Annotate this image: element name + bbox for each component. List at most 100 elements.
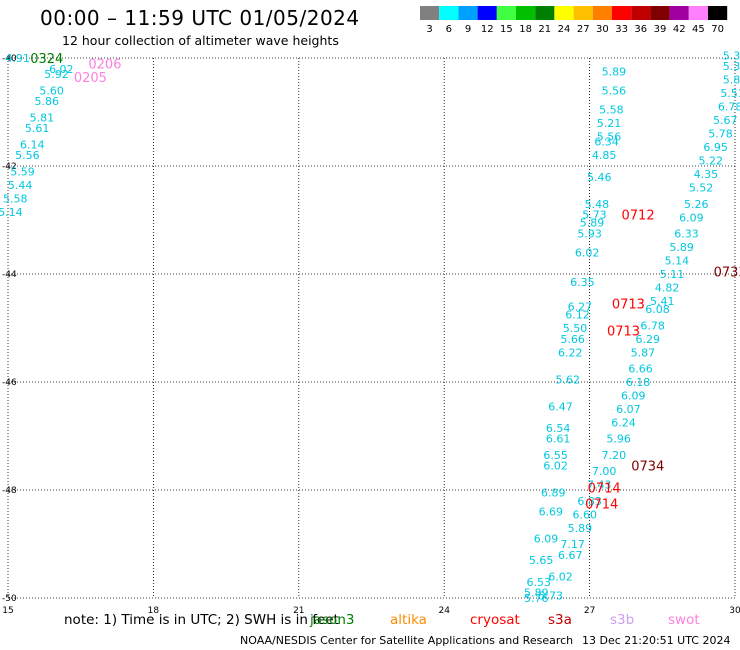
wave-height-label: 6.35 — [570, 276, 595, 289]
pass-time-label: 0712 — [622, 209, 655, 224]
color-swatch-4 — [496, 6, 516, 20]
y-tick-label: -42 — [2, 162, 17, 172]
wave-height-label: 5.50 — [563, 322, 588, 335]
wave-height-label: 6.29 — [636, 333, 661, 346]
wave-height-label: 6.60 — [573, 508, 598, 521]
color-scale-label: 24 — [558, 24, 571, 35]
color-swatch-14 — [688, 6, 708, 20]
wave-height-label: 6.47 — [548, 400, 573, 413]
pass-time-label: 0206 — [88, 57, 121, 72]
wave-height-label: 6.66 — [628, 363, 653, 376]
wave-height-label: 6.69 — [539, 506, 564, 519]
legend-s3a: s3a — [548, 612, 572, 628]
pass-time-label: 0714 — [585, 498, 618, 513]
y-tick-label: -40 — [2, 54, 17, 64]
color-scale-label: 39 — [654, 24, 667, 35]
wave-height-label: 5.73 — [582, 209, 607, 222]
wave-height-label: 6.61 — [546, 433, 571, 446]
wave-height-label: 5.41 — [650, 295, 675, 308]
x-tick-label: 21 — [293, 606, 304, 616]
wave-height-label: 5.58 — [599, 103, 624, 116]
wave-height-label: 5.58 — [3, 192, 28, 205]
generation-timestamp: 13 Dec 21:20:51 UTC 2024 — [582, 634, 731, 647]
wave-height-label: 5.86 — [35, 95, 60, 108]
wave-height-label: 6.83 — [577, 495, 602, 508]
color-scale-label: 9 — [465, 24, 471, 35]
wave-height-label: 6.02 — [49, 63, 74, 76]
color-swatch-0 — [420, 6, 440, 20]
color-scale-label: 70 — [711, 24, 724, 35]
color-swatch-9 — [592, 6, 612, 20]
color-swatch-5 — [516, 6, 536, 20]
wave-height-label: 6.12 — [565, 309, 590, 322]
wave-height-label: 5.61 — [25, 122, 50, 135]
pass-time-label: 0713 — [607, 325, 640, 340]
pass-time-label: 0734 — [631, 460, 664, 475]
wave-height-label: 5.56 — [597, 130, 622, 143]
wave-height-label: 5.65 — [529, 554, 554, 567]
wave-height-label: 6.89 — [541, 487, 566, 500]
pass-time-label: 0713 — [612, 298, 645, 313]
x-tick-label: 15 — [2, 606, 13, 616]
color-scale-label: 6 — [446, 24, 452, 35]
wave-height-label: 5.67 — [713, 114, 738, 127]
wave-height-label: 6.02 — [543, 460, 568, 473]
wave-height-label: 6.55 — [543, 449, 568, 462]
wave-height-label: 6.34 — [594, 136, 619, 149]
color-scale-label: 21 — [538, 24, 551, 35]
color-swatch-2 — [458, 6, 478, 20]
x-tick-label: 24 — [438, 606, 450, 616]
wave-height-label: 5.52 — [689, 182, 714, 195]
wave-height-label: 7.43 — [587, 479, 612, 492]
wave-height-label: 5.78 — [708, 128, 733, 141]
x-tick-label: 30 — [729, 606, 740, 616]
wave-height-label: 6.78 — [718, 101, 740, 114]
wave-height-label: 6.02 — [548, 570, 573, 583]
wave-height-label: 5.89 — [669, 241, 694, 254]
pass-time-label: 0324 — [30, 52, 63, 67]
wave-height-label: 5.96 — [606, 433, 631, 446]
color-scale-label: 36 — [634, 24, 647, 35]
wave-height-label: 7.17 — [560, 538, 585, 551]
credit-text: NOAA/NESDIS Center for Satellite Applica… — [240, 634, 574, 647]
wave-height-label: 5.21 — [597, 117, 622, 130]
color-scale-label: 3 — [426, 24, 432, 35]
wave-height-label: 5.89 — [602, 66, 627, 79]
wave-height-label: 5.22 — [699, 155, 724, 168]
wave-height-label: 6.09 — [679, 211, 704, 224]
color-swatch-3 — [477, 6, 497, 20]
wave-height-label: 5.89 — [568, 522, 593, 535]
wave-height-label: 4.91 — [5, 52, 30, 65]
color-scale-label: 12 — [481, 24, 494, 35]
pass-time-label: 0205 — [74, 71, 107, 86]
wave-height-label: 6.53 — [526, 576, 551, 589]
wave-height-label: 6.78 — [640, 319, 665, 332]
color-swatch-15 — [708, 6, 728, 20]
color-scale-label: 18 — [519, 24, 532, 35]
wave-height-label: 5.73 — [539, 589, 564, 602]
x-tick-label: 27 — [584, 606, 595, 616]
wave-height-label: 5.33 — [723, 60, 740, 73]
wave-height-label: 5.39 — [723, 49, 740, 62]
wave-height-label: 5.51 — [720, 87, 740, 100]
pass-time-label: 0714 — [588, 481, 621, 496]
wave-height-label: 4.85 — [592, 149, 617, 162]
color-scale-label: 30 — [596, 24, 609, 35]
color-swatch-12 — [650, 6, 670, 20]
y-tick-label: -46 — [2, 378, 17, 388]
y-tick-label: -48 — [2, 486, 17, 496]
wave-height-label: 5.44 — [8, 179, 33, 192]
wave-height-label: 4.82 — [655, 282, 680, 295]
color-scale-label: 27 — [577, 24, 590, 35]
y-tick-label: -44 — [2, 270, 17, 280]
wave-height-label: 6.09 — [534, 533, 559, 546]
wave-height-label: 5.66 — [560, 333, 585, 346]
wave-height-label: 5.48 — [585, 198, 610, 211]
wave-height-label: 6.22 — [558, 346, 583, 359]
wave-height-label: 6.02 — [575, 246, 600, 259]
footer-note: note: 1) Time is in UTC; 2) SWH is in fe… — [64, 612, 339, 628]
wave-height-label: 5.56 — [15, 149, 40, 162]
color-scale-label: 15 — [500, 24, 513, 35]
